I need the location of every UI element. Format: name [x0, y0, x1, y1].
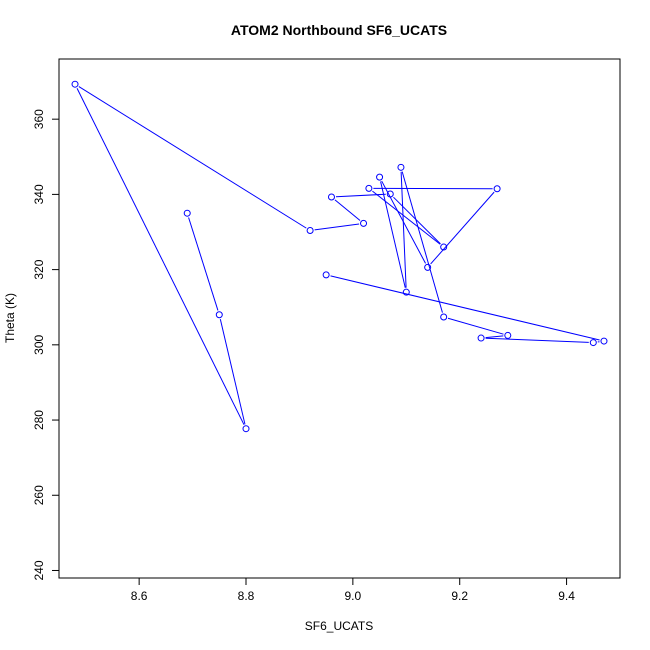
series-segment	[430, 191, 495, 265]
y-tick-label: 300	[32, 334, 46, 354]
data-point	[71, 80, 79, 88]
data-point	[215, 311, 223, 319]
series-segment	[334, 199, 361, 221]
series-segment	[400, 171, 407, 288]
series-segment	[380, 181, 406, 288]
y-tick-label: 240	[32, 560, 46, 580]
data-point	[424, 263, 432, 271]
series-segment	[314, 223, 360, 231]
chart-title: ATOM2 Northbound SF6_UCATS	[231, 22, 447, 38]
series-segment	[393, 196, 441, 245]
series-segment	[447, 317, 504, 335]
data-point	[306, 226, 314, 234]
x-tick-label: 9.4	[558, 589, 575, 603]
series-segment	[401, 171, 443, 313]
x-tick-label: 9.2	[451, 589, 468, 603]
series-segment	[76, 88, 245, 425]
data-point	[440, 313, 448, 321]
y-tick-label: 260	[32, 485, 46, 505]
y-tick-label: 360	[32, 109, 46, 129]
data-point	[327, 193, 335, 201]
y-tick-label: 280	[32, 410, 46, 430]
data-point	[386, 190, 394, 198]
y-tick-label: 340	[32, 184, 46, 204]
y-axis-label: Theta (K)	[3, 293, 17, 343]
series-segment	[78, 86, 307, 229]
series-segment	[372, 190, 441, 245]
data-point	[322, 271, 330, 279]
data-point	[376, 173, 384, 181]
data-point	[440, 243, 448, 251]
data-point	[402, 288, 410, 296]
data-point	[360, 219, 368, 227]
series-segment	[188, 217, 219, 311]
data-point	[242, 425, 250, 433]
series-group	[71, 80, 608, 433]
plot-frame	[58, 58, 621, 579]
data-point	[493, 185, 501, 193]
series-segment	[485, 335, 504, 339]
series-segment	[485, 337, 589, 343]
x-tick-label: 9.0	[345, 589, 362, 603]
data-point	[477, 334, 485, 342]
x-axis: 8.6 8.8 9.0 9.2 9.4	[131, 578, 575, 603]
series-segment	[219, 319, 246, 425]
data-point	[365, 184, 373, 192]
data-point	[600, 337, 608, 345]
series-segment	[330, 275, 600, 341]
data-point	[504, 331, 512, 339]
x-tick-label: 8.6	[131, 589, 148, 603]
data-point	[183, 209, 191, 217]
data-point	[589, 339, 597, 347]
data-point	[397, 163, 405, 171]
y-axis: 240 260 280 300 320 340 360	[32, 109, 59, 580]
x-tick-label: 8.8	[238, 589, 255, 603]
x-axis-label: SF6_UCATS	[305, 619, 373, 633]
y-tick-label: 320	[32, 259, 46, 279]
